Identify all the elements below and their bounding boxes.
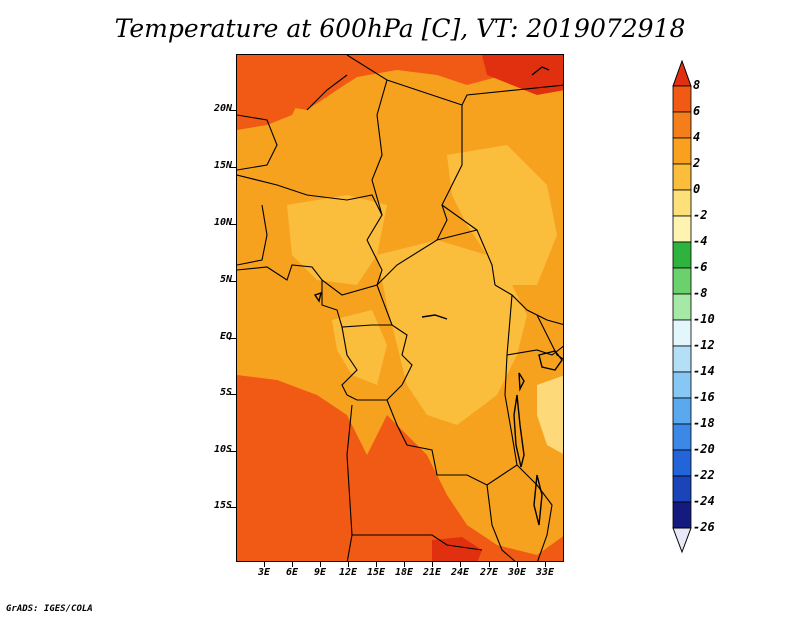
lon-tick-mark: [545, 562, 546, 567]
lat-tick-label: EQ: [219, 331, 232, 342]
colorbar-top-arrow: [672, 60, 692, 87]
lon-tick-label: 24E: [450, 567, 470, 578]
colorbar-segment: [672, 241, 692, 269]
colorbar-segment: [672, 85, 692, 113]
lon-tick-mark: [320, 562, 321, 567]
colorbar-label: 4: [693, 130, 701, 144]
lon-tick-mark: [404, 562, 405, 567]
field-cool-rift: [537, 375, 563, 454]
field-mild-gabon: [332, 310, 387, 385]
lat-tick-mark: [230, 110, 236, 111]
lat-tick-label: 10N: [213, 217, 232, 228]
colorbar-segment: [672, 293, 692, 321]
colorbar-bottom-arrow: [672, 527, 692, 554]
lat-tick-label: 15N: [213, 160, 232, 171]
colorbar-label: -6: [693, 260, 708, 274]
map-area: [236, 54, 564, 562]
map-title: Temperature at 600hPa [C], VT: 201907291…: [114, 14, 686, 43]
lon-tick-mark: [264, 562, 265, 567]
temperature-field: [237, 55, 563, 561]
lat-tick-mark: [230, 167, 236, 168]
lon-tick-mark: [432, 562, 433, 567]
colorbar-segment: [672, 111, 692, 139]
colorbar-label: -10: [693, 312, 715, 326]
lon-tick-label: 27E: [479, 567, 499, 578]
colorbar-label: -20: [693, 442, 715, 456]
lat-tick-label: 5N: [219, 274, 232, 285]
lon-tick-label: 12E: [338, 567, 358, 578]
field-hot-north: [237, 55, 563, 130]
lon-tick-mark: [376, 562, 377, 567]
lat-tick-label: 5S: [219, 387, 232, 398]
colorbar-label: -8: [693, 286, 708, 300]
colorbar-segment: [672, 163, 692, 191]
colorbar-segment: [672, 215, 692, 243]
colorbar-label: -14: [693, 364, 715, 378]
lakes-outline: [313, 66, 563, 526]
colorbar-label: 0: [693, 182, 701, 196]
colorbar-segment: [672, 371, 692, 399]
colorbar-label: -16: [693, 390, 715, 404]
colorbar-segment: [672, 475, 692, 503]
lat-tick-label: 20N: [213, 103, 232, 114]
lon-tick-label: 15E: [366, 567, 386, 578]
colorbar-segment: [672, 137, 692, 165]
lon-tick-label: 6E: [285, 567, 299, 578]
colorbar-label: 8: [693, 78, 701, 92]
field-mild-sahel: [287, 195, 387, 285]
field-hot-northwest: [237, 55, 307, 130]
lat-tick-label: 10S: [213, 444, 232, 455]
lat-tick-mark: [230, 451, 236, 452]
colorbar-label: -26: [693, 520, 715, 534]
lon-tick-label: 3E: [257, 567, 271, 578]
field-hot-southwest-ocean: [237, 375, 347, 561]
colorbar-label: -18: [693, 416, 715, 430]
colorbar-segment: [672, 319, 692, 347]
lat-tick-mark: [230, 507, 236, 508]
colorbar-label: -2: [693, 208, 708, 222]
colorbar-segment: [672, 501, 692, 529]
lon-tick-mark: [460, 562, 461, 567]
lon-tick-label: 33E: [535, 567, 555, 578]
colorbar-label: -22: [693, 468, 715, 482]
credit-text: GrADS: IGES/COLA: [6, 604, 93, 614]
colorbar-label: 2: [693, 156, 701, 170]
colorbar-label: -4: [693, 234, 708, 248]
lon-tick-label: 9E: [313, 567, 327, 578]
field-mild-east: [447, 145, 557, 285]
colorbar-segment: [672, 345, 692, 373]
colorbar-label: 6: [693, 104, 701, 118]
field-mild-central: [377, 240, 527, 425]
lat-tick-mark: [230, 338, 236, 339]
colorbar-label: -12: [693, 338, 715, 352]
colorbar-label: -24: [693, 494, 715, 508]
lat-tick-label: 15S: [213, 500, 232, 511]
lat-tick-mark: [230, 224, 236, 225]
lon-tick-mark: [348, 562, 349, 567]
lon-tick-mark: [489, 562, 490, 567]
lon-tick-label: 30E: [507, 567, 527, 578]
country-borders: [237, 55, 563, 561]
lat-tick-mark: [230, 281, 236, 282]
lat-tick-mark: [230, 394, 236, 395]
colorbar-segment: [672, 449, 692, 477]
colorbar-segment: [672, 397, 692, 425]
lon-tick-mark: [292, 562, 293, 567]
lon-tick-mark: [517, 562, 518, 567]
colorbar-segment: [672, 423, 692, 451]
field-very-hot-northeast: [482, 55, 563, 95]
lon-tick-label: 21E: [422, 567, 442, 578]
lon-tick-label: 18E: [394, 567, 414, 578]
colorbar-segment: [672, 189, 692, 217]
colorbar-segment: [672, 267, 692, 295]
colorbar: [672, 60, 692, 554]
